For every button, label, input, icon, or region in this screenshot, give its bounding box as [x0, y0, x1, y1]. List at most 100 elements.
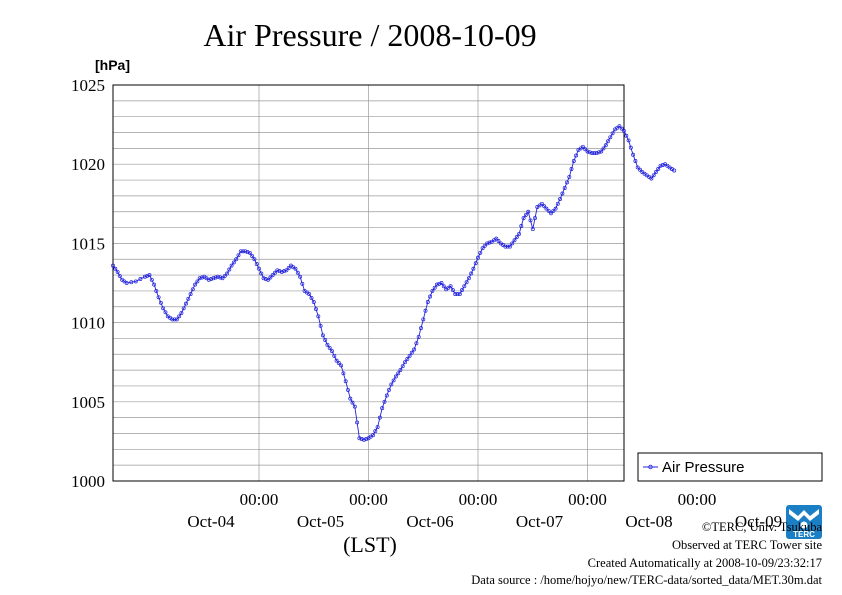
data-point	[382, 399, 387, 404]
data-point	[172, 317, 177, 322]
legend-marker-icon	[648, 464, 653, 470]
data-point	[355, 420, 360, 425]
data-point	[156, 295, 161, 300]
data-point	[603, 143, 608, 148]
data-point	[188, 292, 193, 297]
data-point	[222, 273, 227, 278]
created-timestamp-text: Created Automatically at 2008-10-09/23:3…	[588, 556, 822, 570]
data-point	[293, 266, 298, 271]
data-point	[330, 349, 334, 354]
data-point	[496, 239, 501, 243]
data-point	[247, 250, 252, 255]
data-source-text: Data source : /home/hojyo/new/TERC-data/…	[471, 573, 822, 587]
data-point	[608, 135, 613, 140]
data-point	[252, 257, 257, 262]
data-point	[460, 288, 464, 293]
data-point	[439, 281, 444, 285]
data-point	[352, 404, 357, 409]
data-point	[170, 317, 175, 322]
data-point	[574, 153, 579, 158]
data-point	[610, 131, 615, 136]
data-point	[341, 371, 346, 376]
data-point	[350, 400, 355, 405]
data-point	[266, 277, 271, 282]
data-point	[200, 275, 204, 280]
x-tick-labels: 00:00Oct-0400:00Oct-0500:00Oct-0600:00Oc…	[187, 490, 782, 531]
legend: Air Pressure	[637, 452, 823, 482]
data-point	[596, 150, 601, 155]
data-point	[517, 231, 522, 236]
data-point	[507, 244, 512, 249]
data-point	[432, 285, 437, 290]
data-point	[624, 133, 629, 138]
data-point	[318, 323, 323, 328]
data-point	[594, 151, 599, 156]
data-point	[206, 277, 211, 282]
data-point	[393, 374, 398, 379]
data-point	[567, 174, 572, 179]
data-point	[510, 241, 515, 246]
data-point	[197, 276, 202, 281]
data-point	[416, 334, 421, 339]
data-point	[391, 378, 396, 383]
data-point	[311, 300, 316, 304]
legend-box	[637, 452, 823, 482]
y-axis-unit: [hPa]	[95, 57, 130, 73]
data-point	[519, 224, 524, 228]
data-point	[428, 294, 433, 299]
y-tick-label: 1005	[71, 393, 105, 412]
data-point	[270, 273, 275, 278]
data-point	[268, 275, 273, 280]
data-point	[336, 361, 341, 365]
data-point	[619, 126, 624, 131]
data-point	[505, 244, 510, 249]
data-point	[585, 149, 590, 154]
data-point	[633, 159, 638, 163]
data-point	[423, 308, 428, 313]
data-point	[300, 281, 305, 286]
data-point	[295, 270, 300, 275]
data-point	[471, 266, 476, 271]
data-point	[412, 347, 417, 352]
data-point	[487, 240, 492, 245]
data-point	[580, 144, 585, 149]
data-point	[558, 197, 563, 201]
data-point	[384, 393, 389, 398]
data-point	[174, 317, 179, 322]
data-point	[466, 276, 471, 281]
data-point	[348, 396, 353, 401]
data-point	[434, 282, 439, 287]
data-point	[332, 353, 337, 358]
data-point	[526, 209, 531, 214]
y-tick-label: 1010	[71, 314, 105, 333]
x-tick-date-label: Oct-04	[187, 512, 235, 531]
data-point	[142, 274, 147, 279]
data-point	[560, 191, 565, 196]
data-point	[225, 271, 230, 276]
x-tick-date-label: Oct-06	[406, 512, 453, 531]
data-point	[396, 371, 401, 376]
data-point	[583, 147, 588, 152]
y-tick-labels: 1000 1005 1010 1015 1020 1025	[71, 76, 105, 491]
data-point	[457, 292, 462, 297]
data-point	[375, 425, 380, 430]
data-point	[234, 257, 239, 262]
data-point	[651, 173, 656, 178]
data-point	[512, 238, 517, 243]
data-point	[111, 263, 115, 268]
data-point	[453, 292, 458, 297]
y-tick-label: 1025	[71, 76, 105, 95]
plot-frame	[112, 84, 625, 482]
x-tick-date-label: Oct-07	[516, 512, 564, 531]
data-point	[273, 270, 277, 275]
y-tick-label: 1015	[71, 234, 105, 253]
x-tick-time-label: 00:00	[568, 490, 607, 509]
data-point	[124, 281, 129, 285]
data-point	[316, 314, 321, 319]
data-point	[421, 317, 426, 322]
data-point	[373, 429, 378, 434]
data-point	[450, 288, 455, 293]
data-point	[357, 436, 362, 441]
data-point	[599, 149, 604, 154]
data-point	[430, 288, 435, 293]
